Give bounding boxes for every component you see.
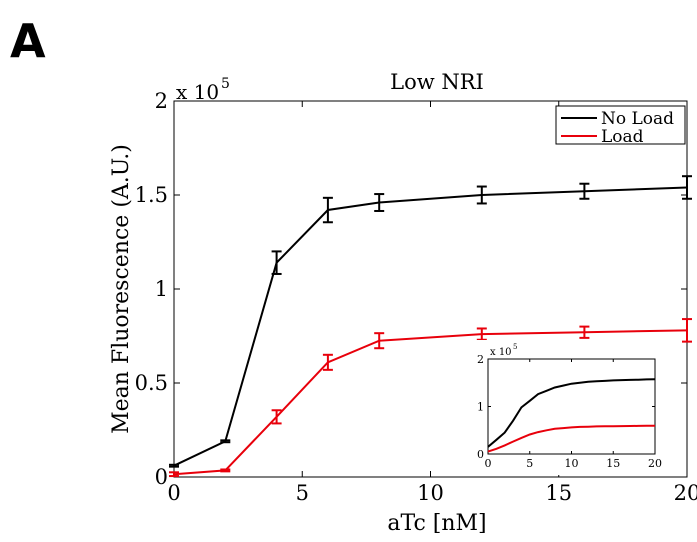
error-bar	[169, 463, 179, 468]
inset-chart: x 10 5 0 5 10 15 20 0 1 2	[462, 340, 667, 475]
error-bar	[682, 318, 692, 343]
error-bar	[476, 185, 487, 205]
error-bar	[271, 409, 282, 425]
inset-x-tick-label: 0	[485, 457, 492, 470]
legend-box	[555, 105, 686, 145]
y-tick-label: 0	[155, 465, 168, 489]
y-multiplier-base: x 10	[176, 80, 219, 104]
error-bar	[579, 182, 590, 200]
main-chart: Low NRI x 10 5 aTc [nM] Mean Fluorescenc…	[109, 70, 697, 536]
error-bar	[322, 196, 333, 224]
inset-series-line-1	[487, 378, 656, 448]
inset-x-tick-label: 15	[606, 457, 620, 470]
error-bar	[476, 327, 487, 341]
legend-label: No Load	[601, 109, 674, 129]
x-tick-label: 20	[674, 481, 697, 505]
inset-x-tick-label: 5	[526, 457, 533, 470]
y-tick-label: 1	[155, 277, 168, 301]
error-bar	[220, 439, 231, 444]
error-bar	[579, 325, 590, 339]
inset-ticks: 0 5 10 15 20 0 1 2	[477, 353, 662, 470]
x-axis-label: aTc [nM]	[387, 511, 486, 536]
inset-x-tick-label: 20	[648, 457, 662, 470]
y-axis-label: Mean Fluorescence (A.U.)	[109, 144, 134, 434]
inset-y-tick-label: 1	[477, 401, 484, 414]
error-bar	[374, 332, 385, 350]
inset-y-tick-label: 2	[477, 353, 484, 366]
chart-title: Low NRI	[390, 70, 484, 94]
inset-y-tick-label: 0	[477, 448, 484, 461]
x-tick-label: 5	[296, 481, 309, 505]
series-line	[173, 186, 688, 467]
error-bar	[271, 250, 282, 275]
y-tick-label: 2	[155, 89, 168, 113]
error-bar	[169, 471, 179, 478]
series-layer	[169, 175, 692, 478]
x-tick-label: 15	[545, 481, 572, 505]
error-bar	[322, 353, 333, 371]
y-multiplier-exponent: 5	[221, 76, 230, 92]
inset-series-line-2	[487, 424, 656, 453]
inset-y-multiplier-base: x 10	[490, 347, 512, 358]
y-tick-label: 1.5	[135, 183, 168, 207]
error-bar	[682, 175, 692, 200]
series-line	[173, 329, 688, 476]
legend-label: Load	[601, 127, 644, 147]
inset-x-tick-label: 10	[565, 457, 579, 470]
x-tick-label: 10	[417, 481, 444, 505]
inset-y-multiplier-exponent: 5	[513, 343, 517, 351]
inset-y-multiplier: x 10 5	[490, 343, 517, 358]
y-tick-label: 0.5	[135, 371, 168, 395]
series-no-load	[169, 175, 692, 468]
inset-background	[462, 340, 667, 475]
panel-letter: A	[10, 14, 46, 68]
y-multiplier: x 10 5	[176, 76, 230, 104]
error-bar	[220, 468, 231, 473]
series-load	[169, 318, 692, 478]
error-bar	[374, 193, 385, 212]
inset-series-layer	[487, 378, 656, 453]
x-tick-label: 0	[167, 481, 180, 505]
